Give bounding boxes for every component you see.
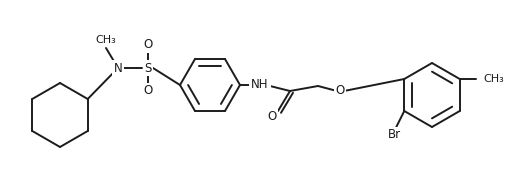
Text: O: O (144, 84, 153, 98)
Text: O: O (144, 38, 153, 51)
Text: Br: Br (388, 129, 401, 142)
Text: O: O (267, 111, 277, 123)
Text: CH₃: CH₃ (96, 35, 116, 45)
Text: N: N (114, 61, 123, 74)
Text: CH₃: CH₃ (484, 74, 504, 84)
Text: O: O (336, 84, 345, 98)
Text: NH: NH (251, 79, 269, 91)
Text: S: S (144, 61, 151, 74)
